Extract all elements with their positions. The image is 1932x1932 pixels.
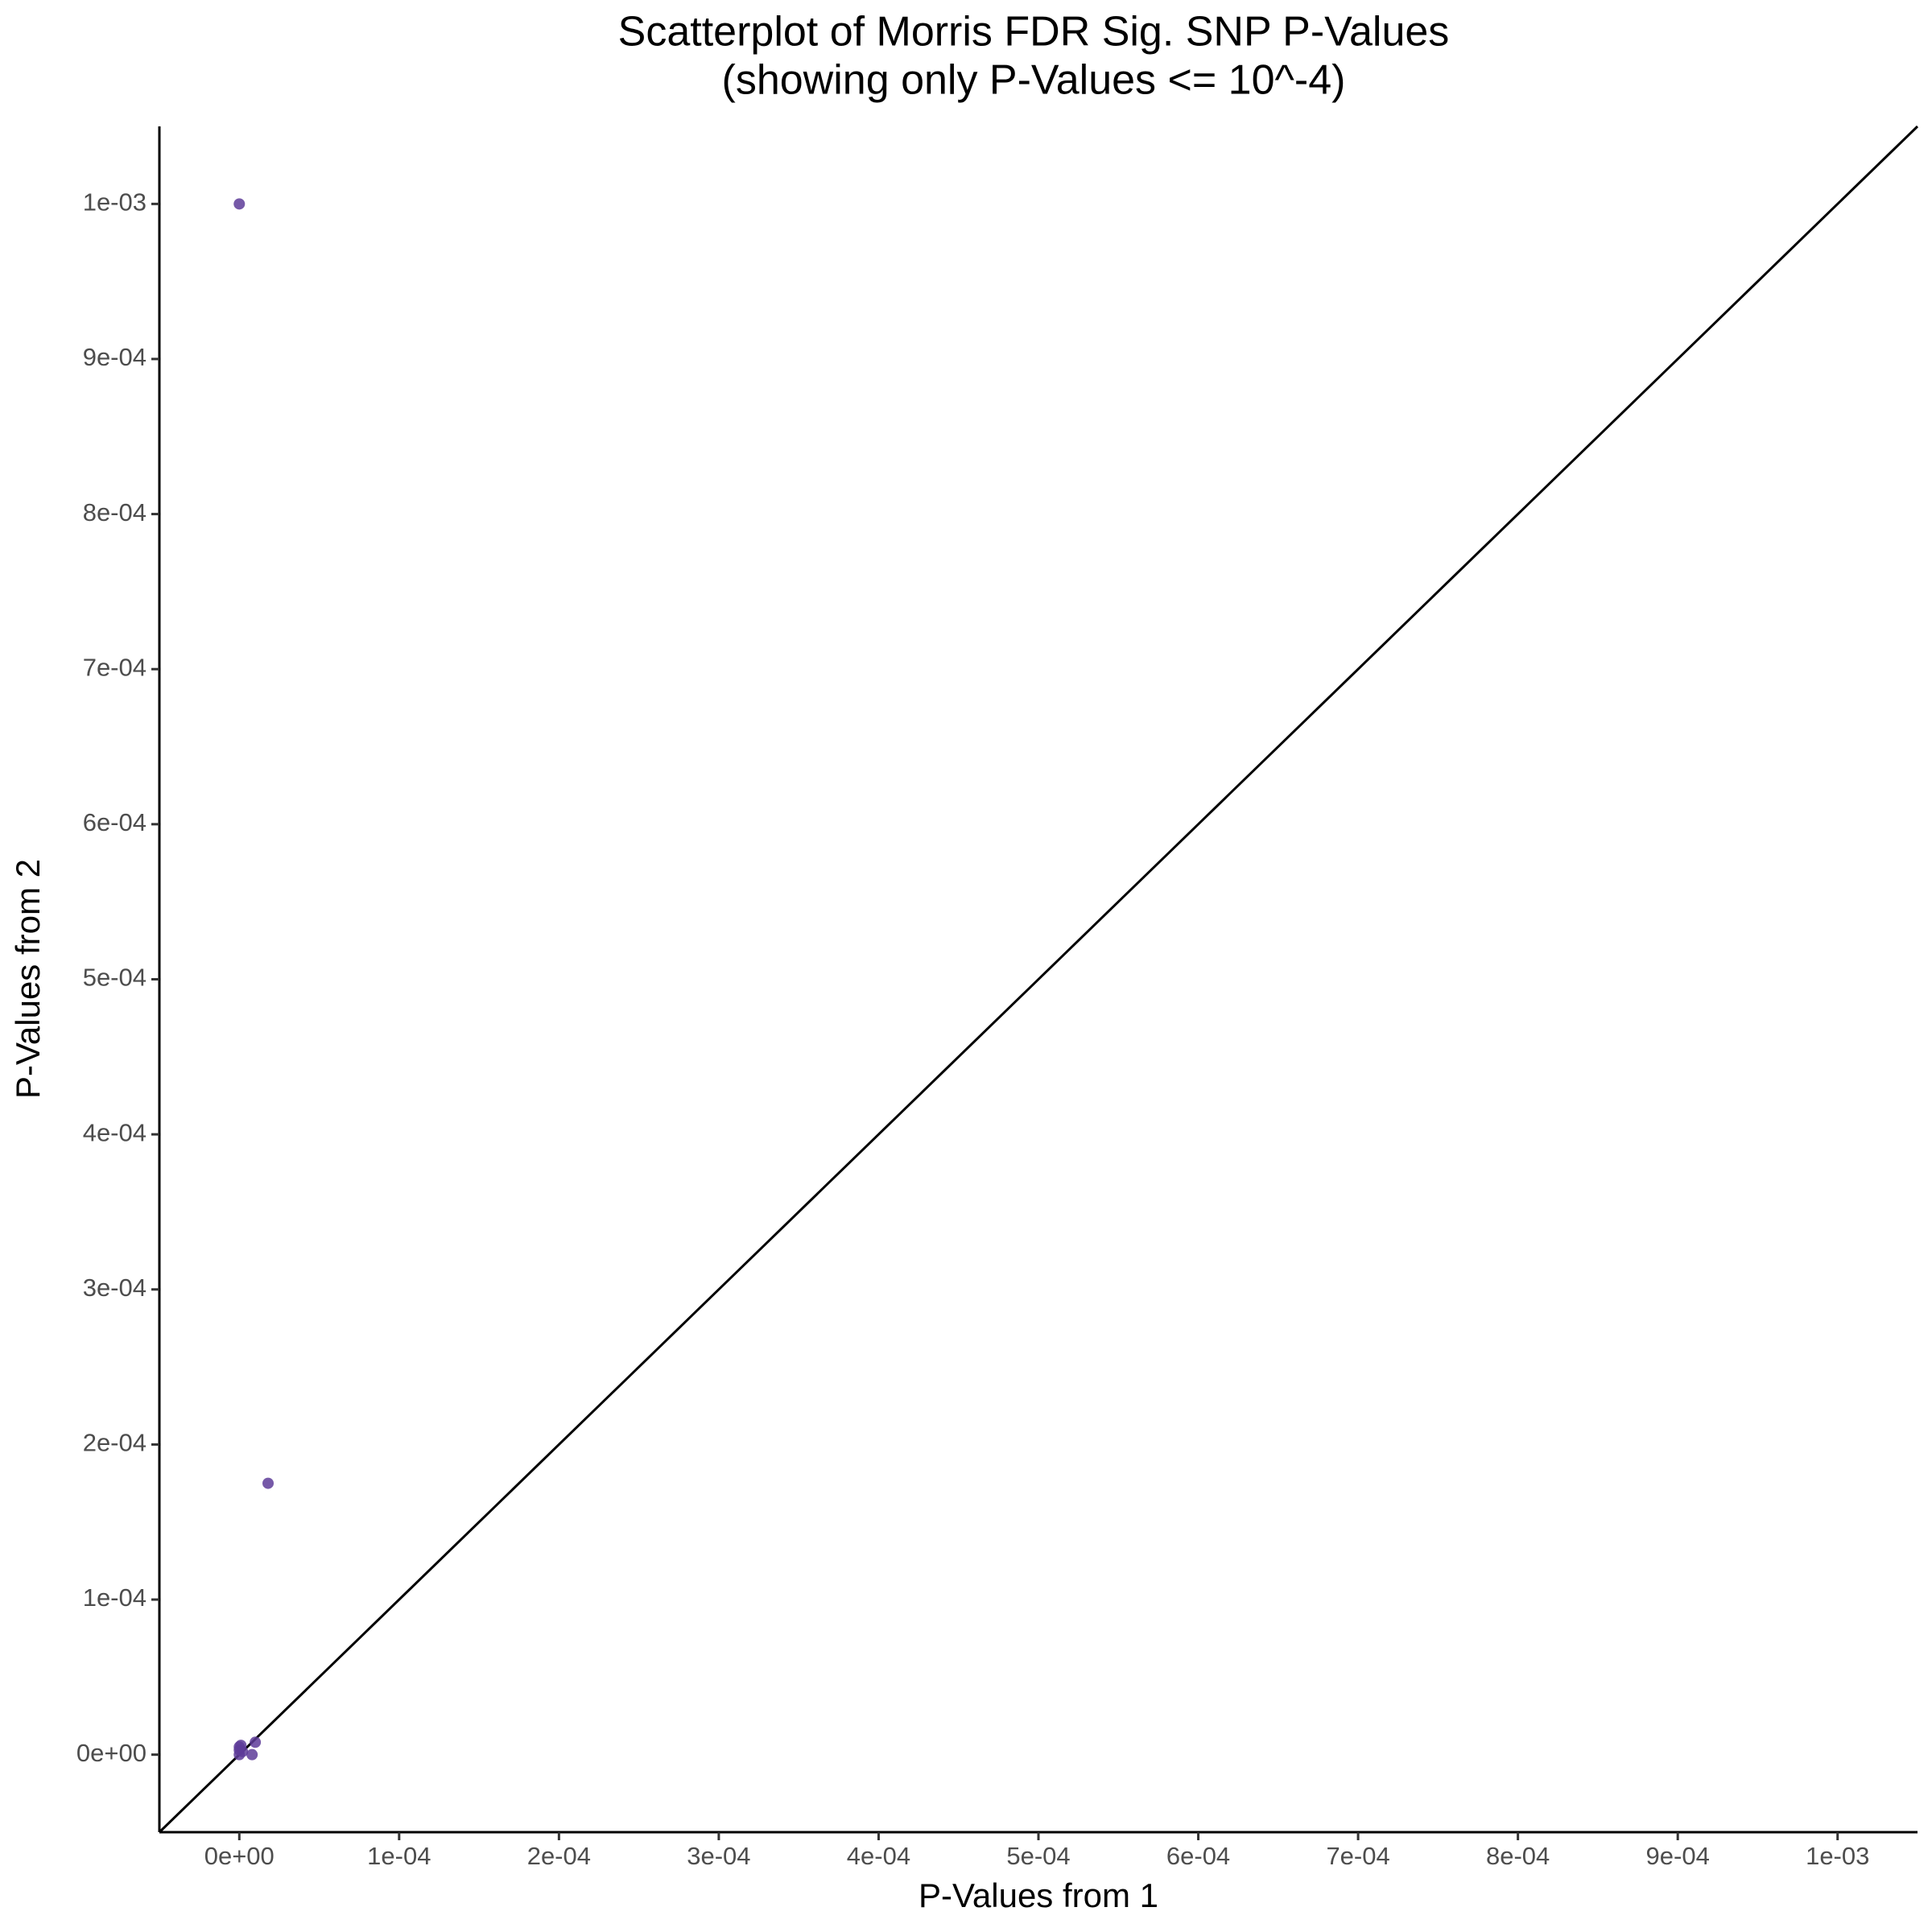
x-tick-label: 6e-04: [1166, 1842, 1230, 1870]
y-tick-label: 8e-04: [83, 498, 147, 526]
point: [250, 1736, 262, 1748]
x-tick-label: 8e-04: [1486, 1842, 1550, 1870]
chart-subtitle: (showing only P-Values <= 10^-4): [722, 57, 1346, 104]
x-axis-title: P-Values from 1: [919, 1876, 1158, 1914]
y-tick-label: 4e-04: [83, 1118, 147, 1146]
point: [262, 1477, 275, 1489]
y-tick-label: 3e-04: [83, 1274, 147, 1302]
y-tick-label: 1e-04: [83, 1583, 147, 1612]
x-tick-label: 4e-04: [847, 1842, 910, 1870]
x-tick-label: 2e-04: [527, 1842, 591, 1870]
x-tick-label: 7e-04: [1326, 1842, 1389, 1870]
chart-title: Scatterplot of Morris FDR Sig. SNP P-Val…: [618, 9, 1450, 56]
x-tick-label: 9e-04: [1646, 1842, 1710, 1870]
x-tick-label: 1e-03: [1806, 1842, 1869, 1870]
point: [235, 1740, 247, 1752]
reference-line: [158, 125, 1919, 1834]
point: [233, 1748, 246, 1761]
y-tick-label: 7e-04: [83, 653, 147, 681]
point: [233, 198, 246, 210]
x-tick-label: 5e-04: [1006, 1842, 1070, 1870]
y-tick-label: 5e-04: [83, 964, 147, 992]
y-tick-label: 9e-04: [83, 343, 147, 371]
y-tick-label: 6e-04: [83, 808, 147, 836]
y-tick-label: 2e-04: [83, 1429, 147, 1457]
x-tick-label: 3e-04: [687, 1842, 750, 1870]
y-axis-title: P-Values from 2: [9, 859, 47, 1099]
y-tick-label: 0e+00: [76, 1739, 147, 1767]
x-tick-label: 0e+00: [204, 1842, 275, 1870]
point: [246, 1748, 258, 1761]
x-tick-label: 1e-04: [367, 1842, 431, 1870]
y-tick-label: 1e-03: [83, 188, 147, 217]
